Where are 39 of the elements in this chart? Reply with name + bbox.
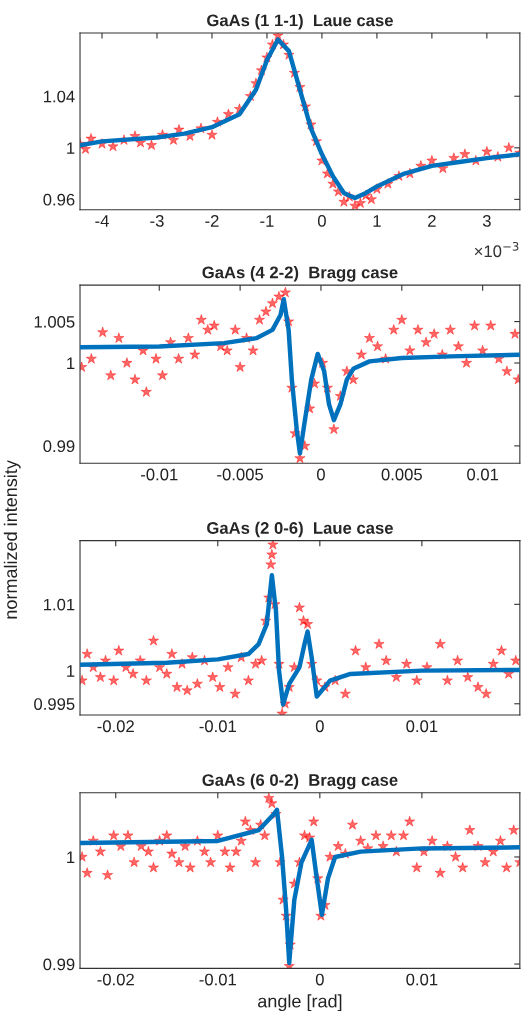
x-axis-title: angle [rad] — [258, 994, 342, 1012]
x-tick-label: 0 — [315, 973, 324, 986]
x-tick-label: -0.01 — [141, 468, 178, 481]
x-tick-label: 0.01 — [467, 468, 499, 481]
x-tick-label: -0.02 — [97, 720, 134, 733]
y-tick-label: 1.01 — [44, 598, 75, 611]
x-tick-label: -1 — [260, 215, 274, 227]
x-tick-label: -3 — [150, 215, 164, 227]
y-tick-label: 1.005 — [34, 315, 75, 328]
x-tick-label: 0 — [317, 215, 326, 227]
y-tick-label: 1 — [67, 357, 75, 370]
x-tick-label: 0.01 — [406, 720, 438, 733]
x-tick-label: 3 — [482, 215, 491, 227]
y-tick-label: 0.995 — [34, 698, 75, 710]
x-tick-label: -2 — [205, 215, 219, 227]
chart-title: GaAs (4 2-2) Bragg case — [202, 266, 398, 282]
x-tick-label: 0 — [316, 468, 325, 481]
y-tick-label: 1.04 — [44, 90, 75, 103]
chart-title: GaAs (1 1-1) Laue case — [207, 14, 393, 30]
x-tick-label: -4 — [95, 215, 109, 227]
x-tick-label: 0.005 — [381, 468, 422, 481]
x-tick-label: -0.005 — [217, 468, 264, 481]
x-tick-label: 0 — [315, 720, 324, 733]
y-tick-label: 0.96 — [43, 193, 75, 206]
text: ×10$^{−3}$ — [474, 241, 519, 258]
x-tick-label: 0.01 — [406, 973, 438, 986]
x-tick-label: -0.01 — [199, 973, 236, 986]
y-tick-label: 0.99 — [43, 958, 75, 971]
x-tick-label: 2 — [428, 215, 436, 227]
y-tick-label: 1 — [67, 851, 75, 864]
x-tick-label: -0.02 — [97, 973, 134, 986]
x-tick-label: -0.01 — [199, 720, 236, 733]
chart-title: GaAs (2 0-6) Laue case — [207, 521, 393, 538]
y-tick-label: 0.99 — [43, 440, 75, 453]
x-tick-label: 1 — [373, 215, 381, 227]
y-tick-label: 1 — [67, 142, 75, 154]
chart-title: GaAs (6 0-2) Bragg case — [202, 773, 398, 790]
y-tick-label: 1 — [67, 665, 75, 677]
y-axis-title: normalized intensity — [3, 460, 21, 619]
